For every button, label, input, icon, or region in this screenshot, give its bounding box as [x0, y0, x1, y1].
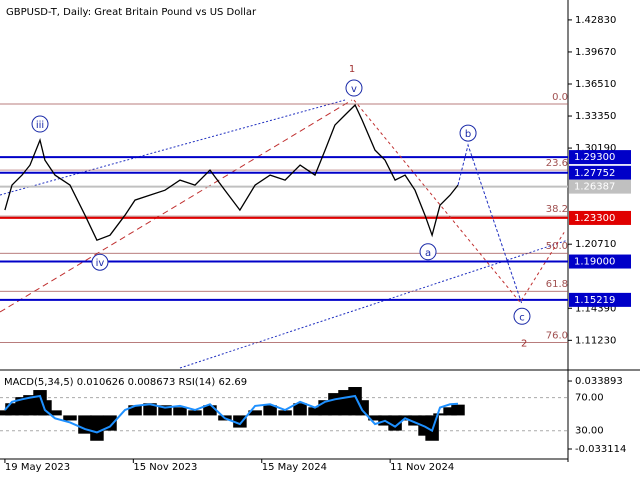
y-tick-label: 1.33350: [575, 111, 616, 122]
macd-bar: [293, 403, 307, 416]
level-box: [569, 292, 631, 307]
wave-label: iv: [96, 258, 105, 269]
y-tick-label: 1.11230: [575, 335, 616, 346]
wave-label: c: [519, 312, 525, 323]
wave-label: a: [425, 248, 431, 259]
macd-bar: [173, 407, 187, 416]
fib-label: 61.8: [546, 279, 568, 290]
x-tick-label: 15 Nov 2023: [133, 462, 197, 473]
fib-label: 38.2: [546, 204, 568, 215]
forecast-path: [457, 143, 523, 305]
macd-bar: [433, 413, 447, 416]
macd-bar: [158, 405, 172, 416]
macd-bar: [90, 415, 104, 441]
macd-bar: [143, 403, 157, 416]
indicator-title: MACD(5,34,5) 0.010626 0.008673 RSI(14) 6…: [4, 377, 247, 388]
macd-bar: [233, 415, 247, 428]
wave-circle: [513, 307, 531, 325]
y-tick-label: 1.20710: [575, 239, 616, 250]
level-label: 1.15219: [574, 295, 615, 306]
y-tick-label: 1.39670: [575, 47, 616, 58]
macd-bar: [63, 415, 77, 421]
y-tick-label: 1.30190: [575, 143, 616, 154]
macd-bar: [48, 410, 62, 416]
x-tick-label: 15 May 2024: [262, 462, 327, 473]
level-label: 1.23300: [574, 213, 615, 224]
level-label: 1.27752: [574, 168, 615, 179]
wave-circle: [459, 124, 477, 142]
x-tick-label: 11 Nov 2024: [390, 462, 454, 473]
wave-circle: [345, 79, 363, 97]
macd-bar: [128, 405, 142, 416]
fib-label: 0.0: [552, 92, 568, 103]
y-tick-label: 1.14390: [575, 303, 616, 314]
level-box: [569, 210, 631, 225]
macd-bar: [308, 407, 322, 416]
level-label: 1.19000: [574, 257, 615, 268]
macd-bar: [451, 404, 465, 416]
macd-bar: [368, 415, 382, 421]
macd-bar: [248, 410, 262, 416]
macd-bar: [263, 405, 277, 416]
level-label: 1.26387: [574, 182, 615, 193]
macd-bar: [443, 407, 457, 416]
fib-label: 50.0: [546, 241, 568, 252]
wave-circle: [419, 243, 437, 261]
level-label: 1.29300: [574, 152, 615, 163]
macd-bar: [103, 415, 117, 431]
level-box: [569, 150, 631, 165]
price-line: [4, 103, 459, 242]
channel-line: [0, 99, 353, 313]
wave-label: 2: [521, 338, 527, 349]
wave-circle: [91, 253, 109, 271]
level-box: [569, 254, 631, 269]
y-tick-label: 1.42830: [575, 15, 616, 26]
wave-circle: [31, 115, 49, 133]
rsi-line: [4, 394, 459, 434]
wave-label: v: [351, 84, 357, 95]
level-box: [569, 179, 631, 194]
level-box: [569, 165, 631, 180]
macd-bar: [408, 415, 422, 426]
wave-label: iii: [36, 120, 44, 131]
fib-label: 23.6: [546, 158, 568, 169]
y-tick-label: 1.36510: [575, 79, 616, 90]
macd-bar: [203, 405, 217, 416]
wave-label: 1: [349, 64, 355, 75]
macd-bar: [188, 410, 202, 416]
wave-label: b: [465, 129, 471, 140]
chart-title: GBPUSD-T, Daily: Great Britain Pound vs …: [6, 7, 257, 18]
y-tick-label: 0.033893: [575, 376, 623, 387]
y2-tick-label: 70.00: [575, 393, 604, 404]
x-tick-label: 19 May 2023: [5, 462, 70, 473]
y2-tick-label: 30.00: [575, 426, 604, 437]
macd-bar: [278, 410, 292, 416]
fib-label: 76.0: [546, 330, 568, 341]
y-tick-label: -0.033114: [575, 444, 626, 455]
